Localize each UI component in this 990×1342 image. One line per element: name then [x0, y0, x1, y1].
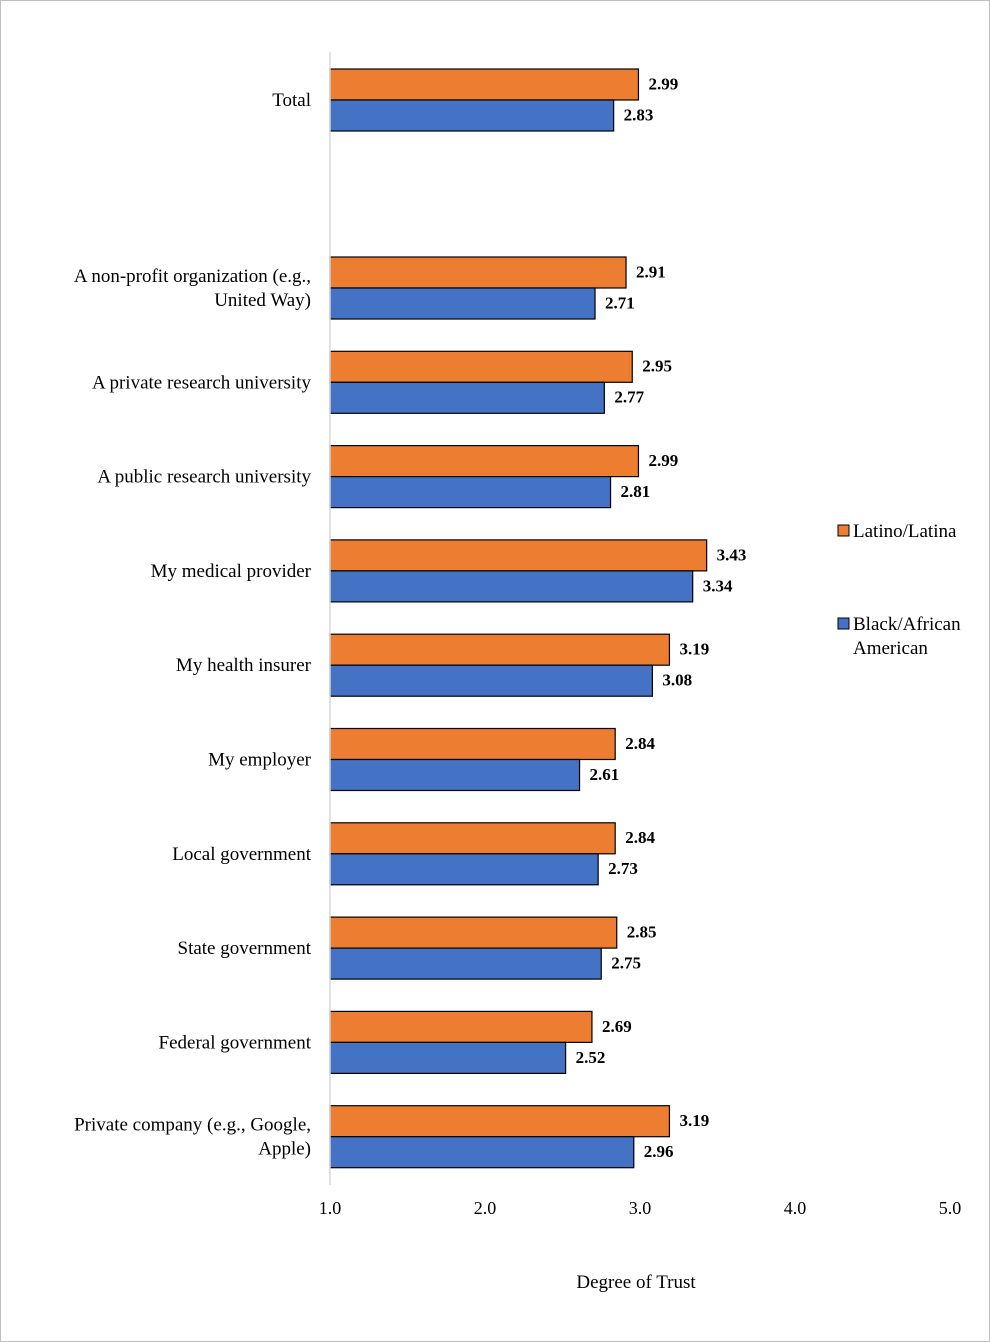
bar-latino-latina-federal-government — [329, 1010, 593, 1044]
data-label-latino-latina-federal-government: 2.69 — [602, 1017, 632, 1036]
category-label-a-non-profit-organization-e-g-united-way: A non-profit organization (e.g., United W… — [74, 266, 311, 311]
bar-latino-latina-a-private-research-university — [329, 350, 633, 383]
data-label-black-african-american-a-non-profit-organization-e-g-united-way: 2.71 — [605, 293, 635, 312]
bar-black-african-american-a-private-research-university — [329, 381, 605, 414]
x-tick-labels: 1.0 2.0 3.0 4.0 5.0 — [319, 1198, 962, 1218]
bar-black-african-american-a-non-profit-organization-e-g-united-way — [329, 287, 596, 320]
data-label-latino-latina-my-health-insurer: 3.19 — [679, 640, 709, 659]
bar-latino-latina-local-government — [329, 822, 616, 855]
category-label-my-health-insurer: My health insurer — [176, 655, 312, 676]
bar-latino-latina-state-government — [329, 916, 618, 949]
category-label-total: Total — [272, 90, 311, 111]
data-label-latino-latina-my-medical-provider: 3.43 — [717, 545, 747, 564]
bar-black-african-american-local-government — [329, 853, 599, 886]
bars-layer — [329, 68, 708, 1169]
data-label-latino-latina-total: 2.99 — [648, 74, 678, 93]
data-label-black-african-american-federal-government: 2.52 — [576, 1048, 606, 1067]
data-label-black-african-american-private-company-e-g-google-apple: 2.96 — [644, 1142, 674, 1161]
bar-latino-latina-a-non-profit-organization-e-g-united-way — [329, 256, 627, 289]
bar-black-african-american-total — [329, 99, 615, 132]
x-tick-label-3: 4.0 — [784, 1198, 807, 1218]
data-label-black-african-american-total: 2.83 — [624, 105, 654, 124]
category-label-federal-government: Federal government — [159, 1032, 312, 1053]
bar-latino-latina-private-company-e-g-google-apple — [329, 1105, 671, 1138]
x-tick-label-2: 3.0 — [629, 1198, 652, 1218]
category-label-local-government: Local government — [172, 844, 311, 865]
data-label-black-african-american-local-government: 2.73 — [608, 859, 638, 878]
data-label-black-african-american-my-medical-provider: 3.34 — [703, 576, 733, 595]
data-labels: 2.99 2.83 2.912.71 2.95 2.77 2.99 2.81 3.43 3.34… — [576, 74, 747, 1161]
bar-latino-latina-my-medical-provider — [329, 539, 708, 572]
bar-black-african-american-my-health-insurer — [329, 664, 653, 697]
bar-black-african-american-a-public-research-university — [329, 476, 612, 509]
bar-latino-latina-total — [329, 68, 640, 101]
data-label-black-african-american-a-public-research-university: 2.81 — [621, 482, 651, 501]
legend-label-latino-latina: Latino/Latina — [853, 521, 957, 542]
bar-latino-latina-a-public-research-university — [329, 445, 640, 478]
x-tick-label-0: 1.0 — [319, 1198, 342, 1218]
data-label-black-african-american-my-health-insurer: 3.08 — [662, 671, 692, 690]
category-label-my-medical-provider: My medical provider — [151, 561, 312, 582]
data-label-latino-latina-local-government: 2.84 — [625, 828, 655, 847]
legend-swatch-black-african-american — [837, 617, 850, 630]
category-label-private-company-e-g-google-apple: Private company (e.g., Google, Apple) — [74, 1115, 311, 1160]
data-label-latino-latina-a-private-research-university: 2.95 — [642, 357, 672, 376]
data-label-latino-latina-my-employer: 2.84 — [625, 734, 655, 753]
legend-swatch-latino-latina — [837, 524, 850, 537]
category-labels: Total A non-profit organization (e.g., Uni… — [74, 90, 312, 1160]
bar-black-african-american-federal-government — [329, 1041, 567, 1075]
legend-label-black-african-american: Black/African American — [853, 614, 961, 659]
bar-black-african-american-state-government — [329, 947, 602, 980]
category-label-my-employer: My employer — [208, 750, 312, 771]
bar-latino-latina-my-employer — [329, 727, 616, 761]
x-tick-label-4: 5.0 — [939, 1198, 962, 1218]
data-label-latino-latina-state-government: 2.85 — [627, 923, 657, 942]
category-label-state-government: State government — [178, 938, 312, 959]
legend: Latino/Latina Black/African American — [837, 521, 961, 659]
category-label-a-private-research-university: A private research university — [92, 372, 311, 393]
data-label-latino-latina-a-public-research-university: 2.99 — [648, 451, 678, 470]
data-label-black-african-american-my-employer: 2.61 — [590, 765, 620, 784]
x-tick-label-1: 2.0 — [474, 1198, 497, 1218]
x-axis-title: Degree of Trust — [576, 1272, 696, 1293]
data-label-latino-latina-a-non-profit-organization-e-g-united-way: 2.91 — [636, 262, 666, 281]
bar-black-african-american-private-company-e-g-google-apple — [329, 1136, 635, 1169]
data-label-latino-latina-private-company-e-g-google-apple: 3.19 — [679, 1111, 709, 1130]
bar-black-african-american-my-medical-provider — [329, 570, 694, 603]
data-label-black-african-american-a-private-research-university: 2.77 — [614, 388, 644, 407]
bar-black-african-american-my-employer — [329, 758, 581, 792]
data-label-black-african-american-state-government: 2.75 — [611, 954, 641, 973]
bar-latino-latina-my-health-insurer — [329, 633, 671, 666]
category-label-a-public-research-university: A public research university — [97, 467, 311, 488]
